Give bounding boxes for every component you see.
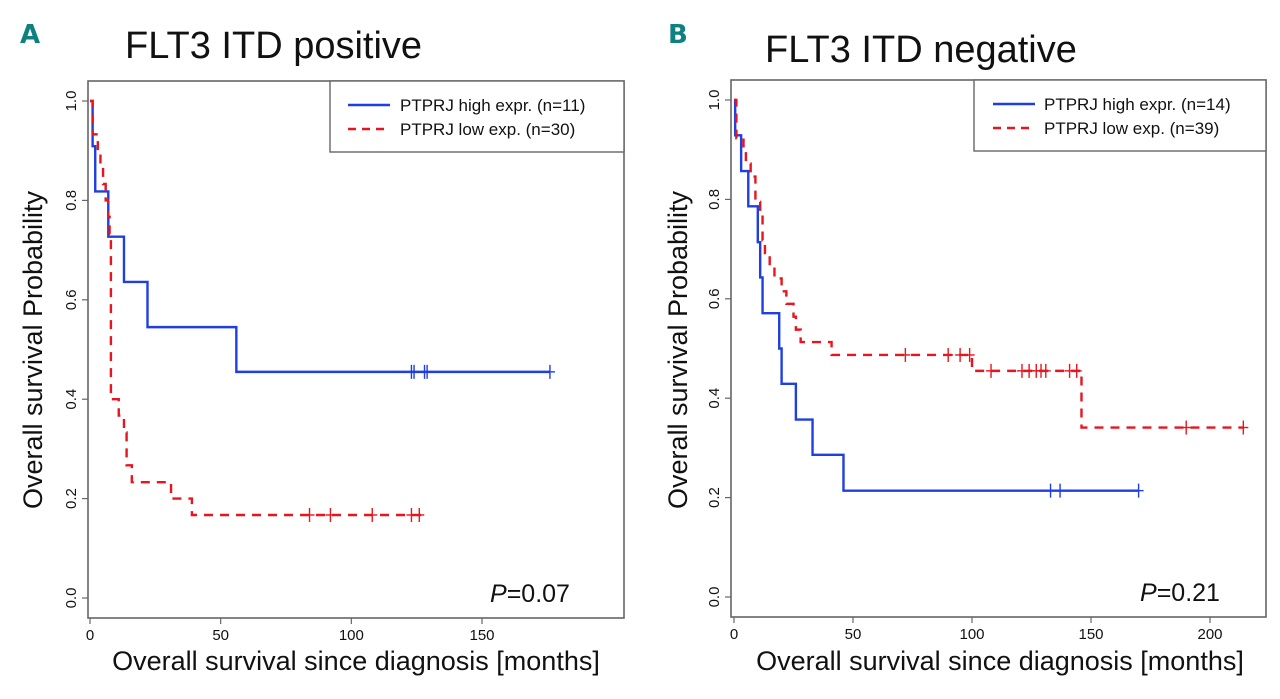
y-tick-label: 0.8 <box>706 189 723 210</box>
legend-entry-low: PTPRJ low exp. (n=39) <box>1044 119 1219 138</box>
plot-area: 0 50 100 150 0.0 0.2 0.4 0.6 0.8 1.0 <box>63 91 555 644</box>
legend: PTPRJ high expr. (n=14) PTPRJ low exp. (… <box>973 79 1267 152</box>
p-value-text: =0.07 <box>507 580 570 608</box>
x-tick-label: 100 <box>959 626 984 643</box>
y-tick-label: 1.0 <box>706 90 723 111</box>
y-axis-label: Overall survival Probability <box>663 190 693 509</box>
x-tick-label: 0 <box>86 627 94 644</box>
legend-entry-high: PTPRJ high expr. (n=14) <box>1044 95 1231 114</box>
y-tick-label: 0.8 <box>63 190 80 211</box>
plot-area: 0 50 100 150 200 0.0 0.2 0.4 0.6 0.8 1.0 <box>706 90 1249 643</box>
x-tick-label: 200 <box>1197 626 1222 643</box>
panel-title: FLT3 ITD negative <box>765 29 1077 71</box>
survival-curve-high <box>733 98 1139 492</box>
p-value: P=0.21 <box>1140 579 1220 607</box>
p-value-text: =0.21 <box>1157 579 1220 607</box>
y-axis-label: Overall survival Probability <box>18 190 48 509</box>
panel-a: A FLT3 ITD positive Overall survival Pro… <box>18 20 625 676</box>
x-tick-label: 150 <box>1078 626 1103 643</box>
x-tick-label: 100 <box>339 627 364 644</box>
y-tick-label: 0.2 <box>63 488 80 509</box>
y-tick-label: 0.6 <box>63 289 80 310</box>
legend-box <box>973 79 1267 152</box>
x-axis-label: Overall survival since diagnosis [months… <box>756 646 1244 676</box>
y-tick-label: 0.2 <box>706 487 723 508</box>
panel-letter: B <box>668 20 688 50</box>
legend-entry-low: PTPRJ low exp. (n=30) <box>400 120 575 139</box>
p-value-symbol: P <box>1140 579 1157 607</box>
x-tick-label: 150 <box>469 627 494 644</box>
legend-box <box>329 80 625 153</box>
x-axis-label: Overall survival since diagnosis [months… <box>112 646 600 676</box>
y-tick-label: 0.0 <box>706 587 723 608</box>
y-tick-label: 0.4 <box>63 389 80 410</box>
legend: PTPRJ high expr. (n=11) PTPRJ low exp. (… <box>329 80 625 153</box>
y-tick-label: 0.4 <box>706 388 723 409</box>
survival-curve-high <box>90 99 550 374</box>
panel-title: FLT3 ITD positive <box>125 25 422 67</box>
legend-entry-high: PTPRJ high expr. (n=11) <box>400 96 585 115</box>
panel-b: B FLT3 ITD negative Overall survival Pro… <box>663 20 1267 676</box>
y-tick-label: 1.0 <box>63 91 80 112</box>
plot-frame <box>730 79 1267 618</box>
survival-curve-low <box>90 99 422 517</box>
x-tick-label: 0 <box>730 626 738 643</box>
y-tick-label: 0.0 <box>63 588 80 609</box>
y-tick-label: 0.6 <box>706 288 723 309</box>
x-tick-label: 50 <box>212 627 229 644</box>
plot-frame <box>87 80 625 619</box>
panel-letter: A <box>20 20 40 50</box>
x-tick-label: 50 <box>845 626 862 643</box>
p-value-symbol: P <box>490 580 507 608</box>
p-value: P=0.07 <box>490 580 570 608</box>
